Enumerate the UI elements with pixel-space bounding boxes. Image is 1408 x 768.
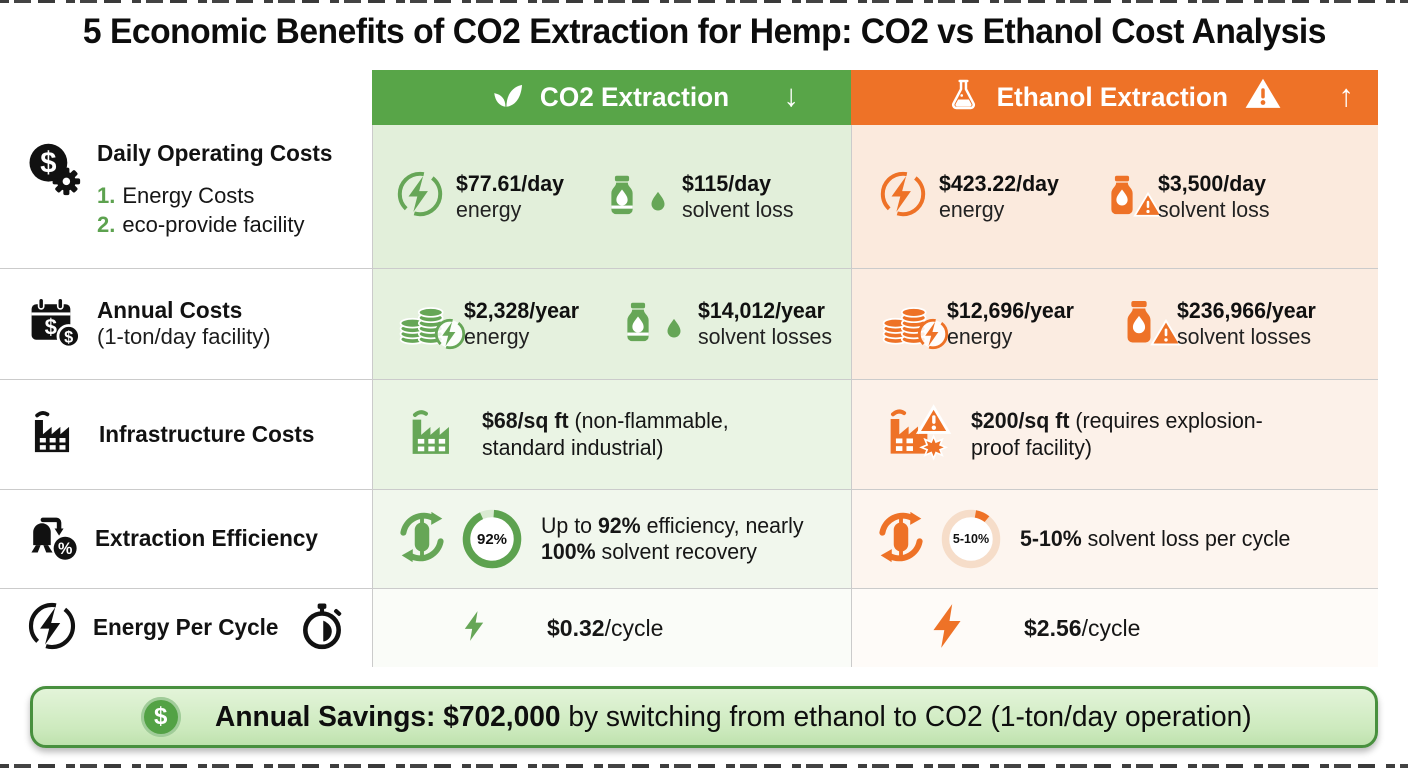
drop-icon (645, 189, 671, 220)
flask-icon (947, 76, 980, 120)
co2-daily-solvent-stat: $115/day solvent loss (597, 171, 797, 223)
efficiency-donut-92: 92% (460, 507, 524, 571)
svg-text:$: $ (40, 148, 56, 180)
row-annual-costs: $ $ Annual Costs (1-ton/day facility) (0, 268, 1378, 379)
page-title: 5 Economic Benefits of CO2 Extraction fo… (82, 12, 1326, 51)
solvent-loss-donut-5-10: 5-10% (939, 507, 1003, 571)
ethanol-cycle-cell: $2.56/cycle (851, 589, 1378, 667)
svg-text:$: $ (64, 328, 73, 346)
ethanol-header-label: Ethanol Extraction (996, 82, 1228, 112)
row-title: Extraction Efficiency (95, 525, 318, 552)
leaf-icon (490, 77, 524, 118)
row-extraction-efficiency: % Extraction Efficiency (0, 489, 1378, 588)
row-infrastructure-costs: Infrastructure Costs $68 (0, 379, 1378, 489)
factory-icon (403, 404, 465, 466)
recycle-vessel-icon (393, 508, 451, 571)
energy-bolt-circle-icon (916, 317, 950, 356)
co2-annual-cell: $2,328/year energy (372, 269, 851, 379)
arrow-down-icon: ↓ (783, 78, 800, 113)
row-title: Infrastructure Costs (99, 420, 315, 447)
energy-bolt-circle-icon (26, 600, 78, 657)
co2-cycle-cost: $0.32/cycle (547, 614, 664, 641)
co2-column-header: CO2 Extraction ↓ (372, 70, 851, 125)
ethanol-daily-solvent-stat: $3,500/day solvent loss (1097, 171, 1273, 223)
arrow-up-icon: ↑ (1338, 78, 1355, 113)
warning-triangle-icon (1150, 317, 1182, 354)
co2-cycle-cell: $0.32/cycle (372, 589, 851, 667)
daily-cost-list: 1. Energy Costs 2. eco-provide facility (97, 181, 337, 240)
dollar-coin-icon: $ (140, 697, 181, 737)
coins-energy-icon (878, 297, 949, 352)
energy-bolt-circle-icon (433, 317, 467, 356)
top-edge-texture (0, 0, 1408, 3)
co2-annual-solvent-stat: $14,012/year solvent losses (613, 298, 836, 350)
row-title: Energy Per Cycle (93, 614, 279, 641)
svg-text:$: $ (45, 314, 58, 339)
warning-triangle-icon (1244, 75, 1282, 120)
ethanol-infrastructure-cell: $200/sq ft (requires explosion-proof fac… (851, 380, 1378, 489)
stopwatch-icon (297, 601, 347, 656)
co2-header-label: CO2 Extraction (540, 82, 730, 112)
row-title: Daily Operating Costs (97, 140, 333, 166)
annual-savings-text: Annual Savings: $702,000 by switching fr… (214, 700, 1252, 733)
row-label-cell: Energy Per Cycle (0, 589, 372, 667)
row-subtitle: (1-ton/day facility) (97, 323, 271, 349)
drop-icon (661, 316, 687, 347)
co2-infrastructure-cell: $68/sq ft (non-flammable, standard indus… (372, 380, 851, 489)
ethanol-daily-energy-stat: $423.22/day energy (878, 169, 1063, 224)
row-title: Annual Costs (97, 297, 243, 324)
extractor-percent-icon: % (26, 510, 80, 569)
list-item: 2. eco-provide facility (97, 212, 305, 238)
factory-icon (26, 405, 84, 464)
ethanol-daily-cell: $423.22/day energy (851, 125, 1378, 268)
comparison-table: $ Daily Operating Costs 1. Energy Cost (0, 125, 1378, 667)
solvent-bottle-drop-icon (597, 172, 671, 222)
row-label-cell: % Extraction Efficiency (0, 490, 372, 588)
ethanol-annual-cell: $12,696/year energy (851, 269, 1378, 379)
row-label-cell: Infrastructure Costs (0, 380, 372, 489)
recycle-vessel-icon (872, 508, 930, 571)
coins-energy-icon (395, 297, 466, 352)
column-headers: CO2 Extraction ↓ Ethanol Extraction (372, 70, 1378, 125)
co2-efficiency-cell: 92% Up to 92% efficiency, nearly 100% so… (372, 490, 851, 588)
energy-bolt-circle-icon (395, 169, 445, 224)
ethanol-column-header: Ethanol Extraction ↑ (851, 70, 1378, 125)
co2-annual-energy-stat: $2,328/year energy (395, 297, 583, 352)
row-label-cell: $ $ Annual Costs (1-ton/day facility) (0, 269, 372, 379)
co2-efficiency-text: Up to 92% efficiency, nearly 100% solven… (541, 512, 804, 564)
svg-text:%: % (58, 540, 72, 558)
lightning-bolt-icon (922, 595, 972, 662)
ethanol-efficiency-cell: 5-10% 5-10% solvent loss per cycle (851, 490, 1378, 588)
ethanol-cycle-cost: $2.56/cycle (1024, 614, 1141, 641)
warning-triangle-icon (1132, 190, 1163, 225)
ethanol-efficiency-text: 5-10% solvent loss per cycle (1020, 525, 1291, 551)
ethanol-annual-solvent-stat: $236,966/year solvent losses (1112, 297, 1320, 351)
lightning-bolt-icon (457, 606, 491, 651)
bottom-edge-texture (0, 764, 1408, 768)
annual-savings-banner: $ Annual Savings: $702,000 by switching … (30, 686, 1378, 748)
ethanol-annual-energy-stat: $12,696/year energy (878, 297, 1078, 352)
row-label-cell: $ Daily Operating Costs 1. Energy Cost (0, 125, 372, 268)
co2-daily-cell: $77.61/day energy (372, 125, 851, 268)
energy-bolt-circle-icon (878, 169, 928, 224)
factory-explosion-warning-icon (882, 403, 954, 466)
calendar-dollar-icon: $ $ (26, 294, 82, 355)
solvent-bottle-drop-icon (613, 299, 687, 349)
row-daily-operating-costs: $ Daily Operating Costs 1. Energy Cost (0, 125, 1378, 268)
row-energy-per-cycle: Energy Per Cycle $0.32/cyc (0, 588, 1378, 667)
solvent-bottle-warning-icon (1097, 172, 1163, 222)
dollar-gear-icon: $ (26, 141, 82, 202)
solvent-bottle-warning-icon (1112, 297, 1182, 351)
list-item: 1. Energy Costs (97, 182, 255, 208)
co2-daily-energy-stat: $77.61/day energy (395, 169, 567, 224)
